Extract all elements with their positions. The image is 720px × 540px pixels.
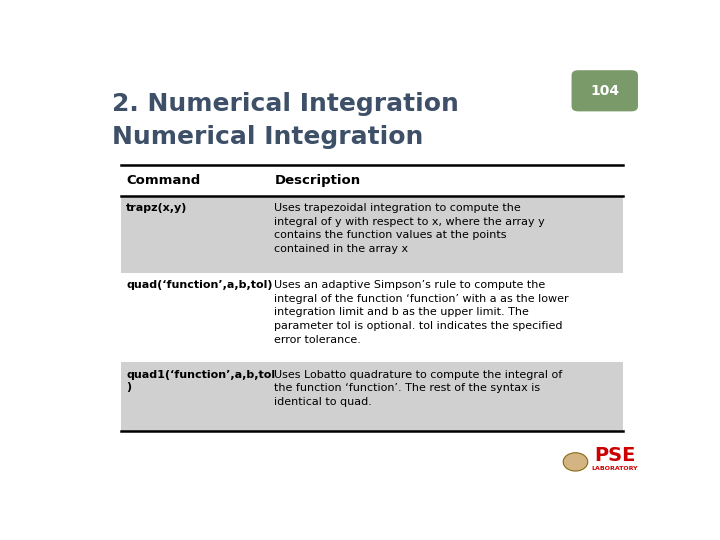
Text: Numerical Integration: Numerical Integration	[112, 125, 423, 149]
FancyBboxPatch shape	[572, 70, 638, 111]
Text: 2. Numerical Integration: 2. Numerical Integration	[112, 92, 459, 116]
Bar	[121, 362, 623, 431]
Text: PSE: PSE	[594, 446, 635, 465]
Bar	[121, 165, 623, 196]
Text: LABORATORY: LABORATORY	[591, 465, 638, 471]
Text: Description: Description	[274, 174, 361, 187]
Text: Uses trapezoidal integration to compute the
integral of y with respect to x, whe: Uses trapezoidal integration to compute …	[274, 203, 545, 254]
Text: trapz(x,y): trapz(x,y)	[126, 203, 188, 213]
Bar	[121, 196, 623, 273]
Bar	[121, 273, 623, 362]
Text: Command: Command	[126, 174, 200, 187]
Text: 104: 104	[590, 84, 619, 98]
Text: Uses Lobatto quadrature to compute the integral of
the function ‘function’. The : Uses Lobatto quadrature to compute the i…	[274, 369, 562, 407]
Text: quad1(‘function’,a,b,tol
): quad1(‘function’,a,b,tol )	[126, 369, 275, 393]
Text: quad(‘function’,a,b,tol): quad(‘function’,a,b,tol)	[126, 280, 273, 290]
Circle shape	[563, 453, 588, 471]
Text: Uses an adaptive Simpson’s rule to compute the
integral of the function ‘functio: Uses an adaptive Simpson’s rule to compu…	[274, 280, 569, 345]
